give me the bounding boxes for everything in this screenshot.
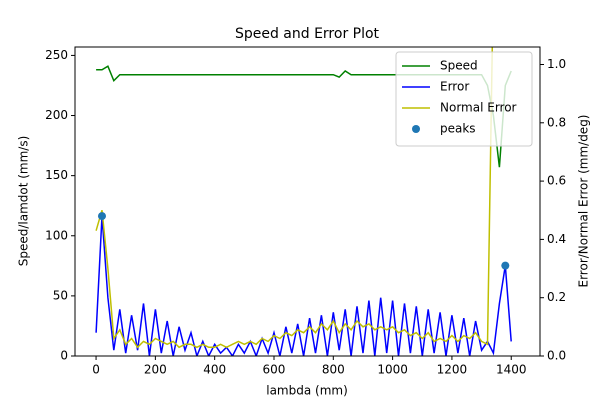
y-axis-label: Speed/lamdot (mm/s) [17, 136, 31, 267]
legend-marker [412, 125, 420, 133]
legend-label: Normal Error [440, 101, 517, 115]
x-tick-label: 1200 [437, 363, 468, 377]
peak-point [97, 212, 106, 221]
plot-frame [74, 46, 541, 357]
x-tick-label: 1400 [496, 363, 527, 377]
y-tick-label: 100 [45, 228, 68, 242]
x-tick-label: 400 [203, 363, 226, 377]
y2-tick-label: 0.2 [547, 290, 566, 304]
series-line [95, 216, 512, 356]
x-axis-label: lambda (mm) [266, 384, 348, 398]
y2-axis-label: Error/Normal Error (mm/deg) [577, 115, 591, 288]
legend-box [395, 51, 533, 147]
y2-tick-label: 0.0 [547, 349, 566, 363]
peak-point [501, 261, 510, 270]
chart-title: Speed and Error Plot [235, 26, 380, 42]
x-tick-label: 600 [263, 363, 286, 377]
x-tick-label: 800 [322, 363, 345, 377]
y-tick-label: 200 [45, 108, 68, 122]
y-tick-label: 250 [45, 48, 68, 62]
x-tick-label: 0 [92, 363, 100, 377]
x-tick-label: 200 [144, 363, 167, 377]
x-tick-label: 1000 [377, 363, 408, 377]
y2-tick-label: 1.0 [547, 57, 566, 71]
y2-tick-label: 0.6 [547, 174, 566, 188]
y2-tick-label: 0.8 [547, 115, 566, 129]
y-tick-label: 150 [45, 168, 68, 182]
y-tick-label: 0 [60, 349, 68, 363]
legend-label: Speed [440, 59, 478, 73]
y2-tick-label: 0.4 [547, 232, 566, 246]
legend-label: Error [440, 80, 469, 94]
y-tick-label: 50 [53, 288, 68, 302]
series-line [95, 47, 494, 349]
legend-label: peaks [440, 122, 476, 136]
